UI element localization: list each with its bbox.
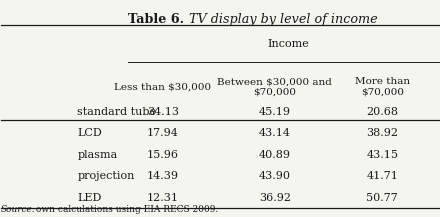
Text: Source:: Source: bbox=[1, 205, 36, 214]
Text: 14.39: 14.39 bbox=[147, 171, 179, 181]
Text: 12.31: 12.31 bbox=[147, 193, 179, 203]
Text: Less than $30,000: Less than $30,000 bbox=[114, 82, 212, 91]
Text: 41.71: 41.71 bbox=[367, 171, 398, 181]
Text: 43.14: 43.14 bbox=[259, 128, 291, 138]
Text: 45.19: 45.19 bbox=[259, 107, 291, 117]
Text: 36.92: 36.92 bbox=[259, 193, 291, 203]
Text: Table 6.: Table 6. bbox=[128, 13, 184, 26]
Text: 20.68: 20.68 bbox=[366, 107, 398, 117]
Text: projection: projection bbox=[77, 171, 135, 181]
Text: LCD: LCD bbox=[77, 128, 102, 138]
Text: 15.96: 15.96 bbox=[147, 150, 179, 160]
Text: 43.90: 43.90 bbox=[259, 171, 291, 181]
Text: Income: Income bbox=[267, 39, 309, 49]
Text: 40.89: 40.89 bbox=[259, 150, 291, 160]
Text: 38.92: 38.92 bbox=[366, 128, 398, 138]
Text: plasma: plasma bbox=[77, 150, 118, 160]
Text: More than
$70,000: More than $70,000 bbox=[355, 77, 410, 97]
Text: standard tube: standard tube bbox=[77, 107, 157, 117]
Text: own calculations using EIA RECS 2009.: own calculations using EIA RECS 2009. bbox=[33, 205, 218, 214]
Text: TV display by level of income: TV display by level of income bbox=[185, 13, 378, 26]
Text: 17.94: 17.94 bbox=[147, 128, 179, 138]
Text: Between $30,000 and
$70,000: Between $30,000 and $70,000 bbox=[217, 77, 332, 97]
Text: 34.13: 34.13 bbox=[147, 107, 179, 117]
Text: LED: LED bbox=[77, 193, 102, 203]
Text: 50.77: 50.77 bbox=[367, 193, 398, 203]
Text: 43.15: 43.15 bbox=[366, 150, 398, 160]
